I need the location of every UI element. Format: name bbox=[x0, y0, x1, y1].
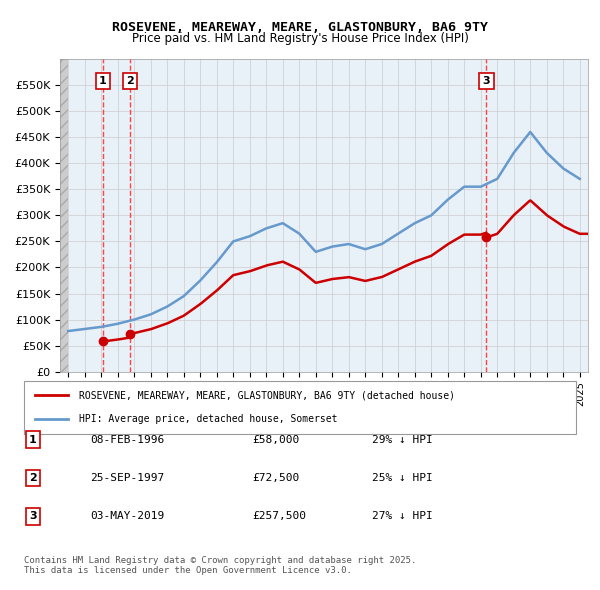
Text: 03-MAY-2019: 03-MAY-2019 bbox=[90, 512, 164, 521]
Text: 2: 2 bbox=[126, 76, 134, 86]
Text: ROSEVENE, MEAREWAY, MEARE, GLASTONBURY, BA6 9TY: ROSEVENE, MEAREWAY, MEARE, GLASTONBURY, … bbox=[112, 21, 488, 34]
Text: 1: 1 bbox=[99, 76, 107, 86]
Text: Price paid vs. HM Land Registry's House Price Index (HPI): Price paid vs. HM Land Registry's House … bbox=[131, 32, 469, 45]
FancyBboxPatch shape bbox=[24, 381, 576, 434]
Text: 3: 3 bbox=[29, 512, 37, 521]
Text: £58,000: £58,000 bbox=[252, 435, 299, 444]
Text: 29% ↓ HPI: 29% ↓ HPI bbox=[372, 435, 433, 444]
Text: 25% ↓ HPI: 25% ↓ HPI bbox=[372, 473, 433, 483]
Text: Contains HM Land Registry data © Crown copyright and database right 2025.
This d: Contains HM Land Registry data © Crown c… bbox=[24, 556, 416, 575]
Text: 25-SEP-1997: 25-SEP-1997 bbox=[90, 473, 164, 483]
Text: HPI: Average price, detached house, Somerset: HPI: Average price, detached house, Some… bbox=[79, 414, 338, 424]
Text: 27% ↓ HPI: 27% ↓ HPI bbox=[372, 512, 433, 521]
Text: 1: 1 bbox=[29, 435, 37, 444]
Text: 2: 2 bbox=[29, 473, 37, 483]
Text: £72,500: £72,500 bbox=[252, 473, 299, 483]
Text: ROSEVENE, MEAREWAY, MEARE, GLASTONBURY, BA6 9TY (detached house): ROSEVENE, MEAREWAY, MEARE, GLASTONBURY, … bbox=[79, 391, 455, 401]
Bar bbox=[60, 59, 68, 372]
Text: 3: 3 bbox=[482, 76, 490, 86]
Text: £257,500: £257,500 bbox=[252, 512, 306, 521]
Text: 08-FEB-1996: 08-FEB-1996 bbox=[90, 435, 164, 444]
